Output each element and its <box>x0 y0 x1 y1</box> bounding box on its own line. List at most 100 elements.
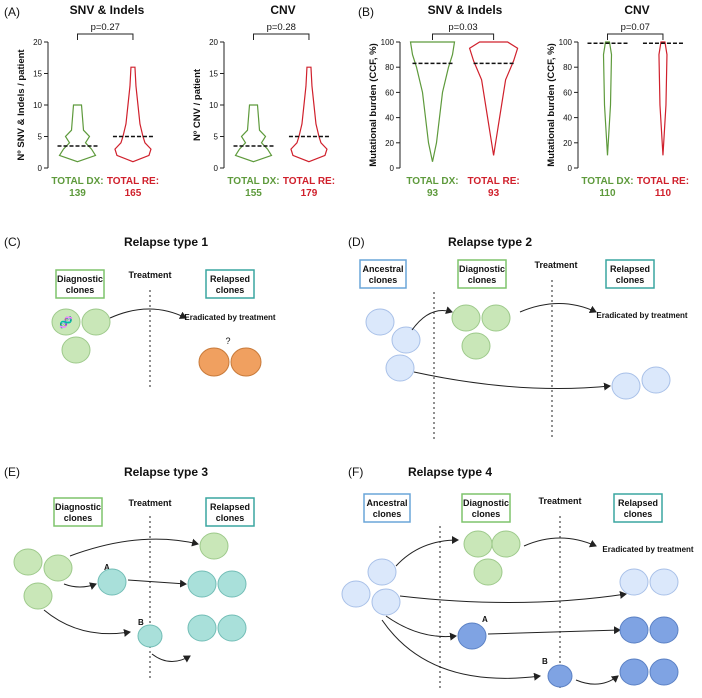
total-label: TOTAL DX: <box>227 176 279 187</box>
y-tick-label: 40 <box>385 114 394 123</box>
treatment-label: Treatment <box>534 260 577 270</box>
violin <box>290 66 328 163</box>
panel-label-c: (C) <box>4 235 21 249</box>
p-value: p=0.03 <box>448 22 477 33</box>
arrow-eradicated <box>109 308 187 319</box>
y-tick-label: 60 <box>563 88 572 97</box>
panel-e-title: Relapse type 3 <box>124 465 208 479</box>
diagnostic-box <box>53 497 103 527</box>
svg-text:🧬: 🧬 <box>59 315 73 329</box>
diagnostic-label: Diagnostic clones <box>55 502 101 523</box>
panel-d-title: Relapse type 2 <box>448 235 532 249</box>
relapsed-box <box>205 497 255 527</box>
total-label: TOTAL RE: <box>107 176 159 187</box>
violin-charts: SNV & Indels 0 5 10 15 20 Nº SNV & Indels / pa… <box>16 3 689 199</box>
y-tick-label: 20 <box>385 139 394 148</box>
relapsed-cell <box>230 347 262 377</box>
violin <box>58 104 97 163</box>
total-label: TOTAL RE: <box>467 176 519 187</box>
y-tick-label: 100 <box>559 38 573 47</box>
panel-label-f: (F) <box>348 465 363 479</box>
total-label: TOTAL RE: <box>283 176 335 187</box>
p-value: p=0.27 <box>91 22 120 33</box>
diagnostic-label: Diagnostic clones <box>459 264 505 285</box>
panel-f-title: Relapse type 4 <box>408 465 492 479</box>
p-value: p=0.07 <box>621 22 650 33</box>
y-tick-label: 40 <box>563 114 572 123</box>
chart-title: CNV <box>270 3 295 17</box>
relapsed-box <box>205 269 255 299</box>
diagnostic-box <box>461 493 511 523</box>
violin-chart: CNV 0 5 10 15 20 Nº CNV / patient p=0.28 TOTAL D… <box>192 3 335 199</box>
clone-b-label: B <box>138 618 144 627</box>
clone-b-label: B <box>542 657 548 666</box>
relapsed-label: Relapsed clones <box>210 274 250 295</box>
panel-label-b: (B) <box>358 5 374 19</box>
clone-a-label: A <box>104 563 110 572</box>
panel-e: Relapse type 3 Diagnostic clones Treatmen… <box>13 465 255 680</box>
y-tick-label: 0 <box>390 164 395 173</box>
chart-title: SNV & Indels <box>70 3 145 17</box>
y-tick-label: 100 <box>381 38 395 47</box>
total-count: 93 <box>427 188 439 199</box>
total-label: TOTAL DX: <box>51 176 103 187</box>
total-count: 93 <box>488 188 500 199</box>
y-tick-label: 60 <box>385 88 394 97</box>
ancestral-box <box>359 259 407 289</box>
p-value: p=0.28 <box>267 22 296 33</box>
clone-a-label: A <box>482 615 488 624</box>
y-axis-label: Mutational burden (CCF, %) <box>546 43 557 167</box>
y-tick-label: 0 <box>214 164 219 173</box>
violin <box>114 66 152 163</box>
significance-bracket <box>607 33 664 40</box>
y-tick-label: 20 <box>33 38 42 47</box>
relapsed-label: Relapsed clones <box>210 502 250 523</box>
y-tick-label: 0 <box>38 164 43 173</box>
question-mark: ? <box>225 336 230 346</box>
ancestral-box <box>363 493 411 523</box>
total-count: 155 <box>245 188 262 199</box>
relapsed-label: Relapsed clones <box>618 498 658 519</box>
y-tick-label: 15 <box>209 70 218 79</box>
total-label: TOTAL RE: <box>637 176 689 187</box>
diagnostic-label: Diagnostic clones <box>57 274 103 295</box>
y-tick-label: 20 <box>563 139 572 148</box>
eradicated-label: Eradicated by treatment <box>596 311 687 320</box>
treatment-label: Treatment <box>538 496 581 506</box>
total-count: 139 <box>69 188 86 199</box>
significance-bracket <box>77 33 134 40</box>
violin <box>409 41 456 162</box>
y-tick-label: 5 <box>214 133 219 142</box>
y-tick-label: 0 <box>568 164 573 173</box>
y-axis-label: Nº SNV & Indels / patient <box>16 49 27 161</box>
diagnostic-label: Diagnostic clones <box>463 498 509 519</box>
y-tick-label: 10 <box>209 101 218 110</box>
treatment-label: Treatment <box>128 498 171 508</box>
panel-f: Relapse type 4 Ancestral clones Diagnosti… <box>341 465 694 690</box>
significance-bracket <box>432 33 495 40</box>
chart-title: SNV & Indels <box>428 3 503 17</box>
violin <box>658 41 668 156</box>
ancestral-label: Ancestral clones <box>366 498 407 519</box>
y-tick-label: 5 <box>38 133 43 142</box>
y-axis-label: Mutational burden (CCF, %) <box>368 43 379 167</box>
diagnostic-box <box>457 259 507 289</box>
eradicated-label: Eradicated by treatment <box>602 545 693 554</box>
y-tick-label: 20 <box>209 38 218 47</box>
y-tick-label: 15 <box>33 70 42 79</box>
total-count: 110 <box>655 188 672 199</box>
relapsed-label: Relapsed clones <box>610 264 650 285</box>
panel-label-e: (E) <box>4 465 20 479</box>
chart-title: CNV <box>624 3 649 17</box>
total-count: 165 <box>125 188 142 199</box>
panel-label-d: (D) <box>348 235 365 249</box>
panel-label-a: (A) <box>4 5 20 19</box>
significance-bracket <box>253 33 310 40</box>
total-label: TOTAL DX: <box>581 176 633 187</box>
total-count: 179 <box>301 188 318 199</box>
panel-c-title: Relapse type 1 <box>124 235 208 249</box>
eradicated-label: Eradicated by treatment <box>184 313 275 322</box>
relapsed-box <box>613 493 663 523</box>
